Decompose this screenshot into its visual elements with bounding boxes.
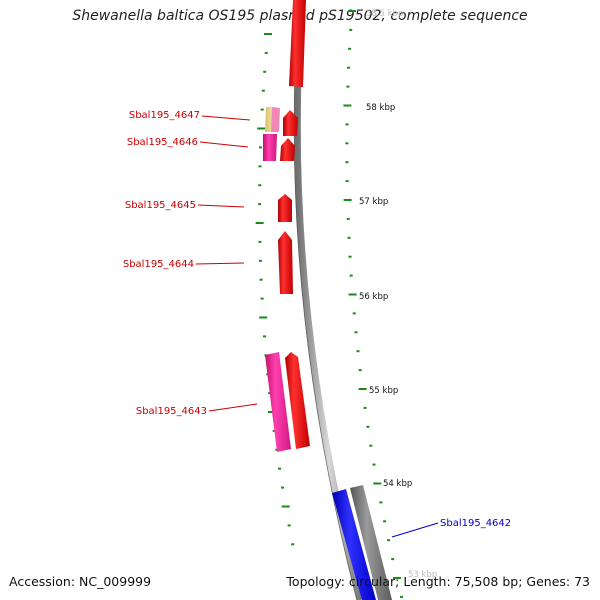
- right-scale-tick: [369, 444, 373, 447]
- cds-feature-4645: [278, 194, 292, 222]
- right-tick-marks: [343, 10, 403, 598]
- left-scale-tick: [260, 108, 264, 111]
- left-scale-tick: [259, 146, 262, 149]
- gene-label-4644: Sbal195_4644: [123, 259, 194, 270]
- right-scale-tick: [348, 293, 357, 296]
- right-scale-tick: [345, 180, 349, 183]
- gene-label-4646: Sbal195_4646: [127, 137, 198, 148]
- left-tick-marks: [255, 33, 295, 546]
- left-scale-tick: [258, 203, 262, 206]
- right-scale-tick: [349, 28, 353, 31]
- left-scale-tick: [258, 165, 262, 168]
- right-scale-tick: [347, 66, 351, 69]
- right-scale-tick: [343, 199, 352, 201]
- left-scale-tick: [258, 240, 262, 243]
- right-scale-tick: [393, 577, 401, 579]
- right-scale-tick: [352, 312, 356, 315]
- kbp-label-56: 56 kbp: [359, 292, 388, 302]
- left-scale-tick: [281, 486, 284, 489]
- cds-feature-top: [289, 0, 306, 87]
- gene-label-4645: Sbal195_4645: [125, 200, 196, 211]
- left-scale-tick: [268, 392, 272, 395]
- right-scale-tick: [391, 558, 395, 561]
- right-scale-tick: [358, 369, 362, 372]
- cds-feature-4647-yellow: [265, 107, 273, 132]
- kbp-scale-track: [255, 10, 403, 598]
- cds-feature-4642-gray: [350, 485, 392, 600]
- leader-line-4646: [199, 141, 249, 148]
- left-scale-tick: [264, 51, 268, 54]
- left-scale-tick: [287, 524, 291, 527]
- left-scale-tick: [263, 70, 267, 73]
- right-scale-tick: [345, 161, 349, 164]
- right-scale-tick: [343, 104, 352, 107]
- left-scale-tick: [259, 316, 268, 319]
- right-scale-tick: [349, 274, 353, 277]
- kbp-label-top: 58.5 kbp: [366, 9, 403, 19]
- leader-line-4644: [195, 262, 245, 265]
- kbp-label-58: 58 kbp: [366, 103, 395, 113]
- right-scale-tick: [354, 331, 358, 334]
- topology-summary: Topology: circular; Length: 75,508 bp; G…: [286, 574, 590, 589]
- right-scale-tick: [356, 350, 360, 353]
- left-scale-tick: [257, 127, 266, 130]
- cds-feature-4642-blue: [332, 489, 376, 600]
- gene-label-4647: Sbal195_4647: [129, 110, 200, 121]
- leader-line-4643: [208, 403, 258, 412]
- left-scale-tick: [259, 278, 263, 281]
- kbp-label-53: 53 kbp: [408, 570, 437, 580]
- right-scale-tick: [346, 217, 350, 220]
- right-scale-tick: [372, 463, 376, 466]
- cds-feature-4646-red: [280, 138, 295, 161]
- cds-feature-4646-pink: [263, 134, 277, 161]
- right-scale-tick: [345, 123, 349, 126]
- left-scale-tick: [264, 33, 272, 35]
- cds-feature-4643-red: [285, 352, 310, 449]
- right-scale-tick: [383, 520, 387, 523]
- accession-text: Accession: NC_009999: [9, 574, 152, 589]
- right-scale-tick: [387, 539, 390, 542]
- leader-line-4647: [201, 115, 251, 121]
- left-scale-tick: [263, 335, 266, 338]
- right-scale-tick: [373, 482, 382, 485]
- right-scale-tick: [379, 501, 383, 504]
- left-scale-tick: [291, 543, 295, 546]
- left-scale-tick: [278, 467, 281, 470]
- right-scale-tick: [348, 255, 352, 258]
- left-scale-tick: [261, 89, 265, 92]
- leader-line-4642: [391, 522, 439, 538]
- left-scale-tick: [272, 429, 276, 432]
- right-scale-tick: [366, 425, 370, 428]
- kbp-label-54: 54 kbp: [383, 479, 412, 489]
- gene-label-4643: Sbal195_4643: [136, 406, 207, 417]
- right-scale-tick: [348, 47, 352, 50]
- left-scale-tick: [258, 184, 262, 187]
- right-scale-tick: [400, 595, 403, 598]
- gene-labels: Sbal195_4647 Sbal195_4646 Sbal195_4645 S…: [123, 110, 511, 538]
- left-scale-tick: [260, 297, 264, 300]
- kbp-label-57: 57 kbp: [359, 197, 388, 207]
- right-scale-tick: [346, 85, 350, 88]
- cds-feature-4644: [278, 231, 293, 294]
- right-scale-tick: [358, 388, 367, 390]
- leader-line-4645: [197, 204, 245, 208]
- cds-feature-4643-pink: [265, 352, 291, 452]
- kbp-labels: 58.5 kbp 58 kbp 57 kbp 56 kbp 55 kbp 54 …: [359, 9, 437, 580]
- left-scale-tick: [255, 222, 264, 224]
- cds-feature-4647-red: [283, 110, 298, 136]
- right-scale-tick: [348, 10, 356, 12]
- right-scale-tick: [363, 406, 367, 409]
- left-scale-tick: [281, 505, 290, 508]
- right-scale-tick: [345, 142, 349, 145]
- cds-feature-4647-pink: [271, 107, 280, 132]
- kbp-label-55: 55 kbp: [369, 386, 398, 396]
- right-scale-tick: [347, 236, 351, 239]
- left-scale-tick: [258, 259, 262, 262]
- gene-label-4642: Sbal195_4642: [440, 518, 511, 529]
- left-scale-tick: [267, 411, 276, 413]
